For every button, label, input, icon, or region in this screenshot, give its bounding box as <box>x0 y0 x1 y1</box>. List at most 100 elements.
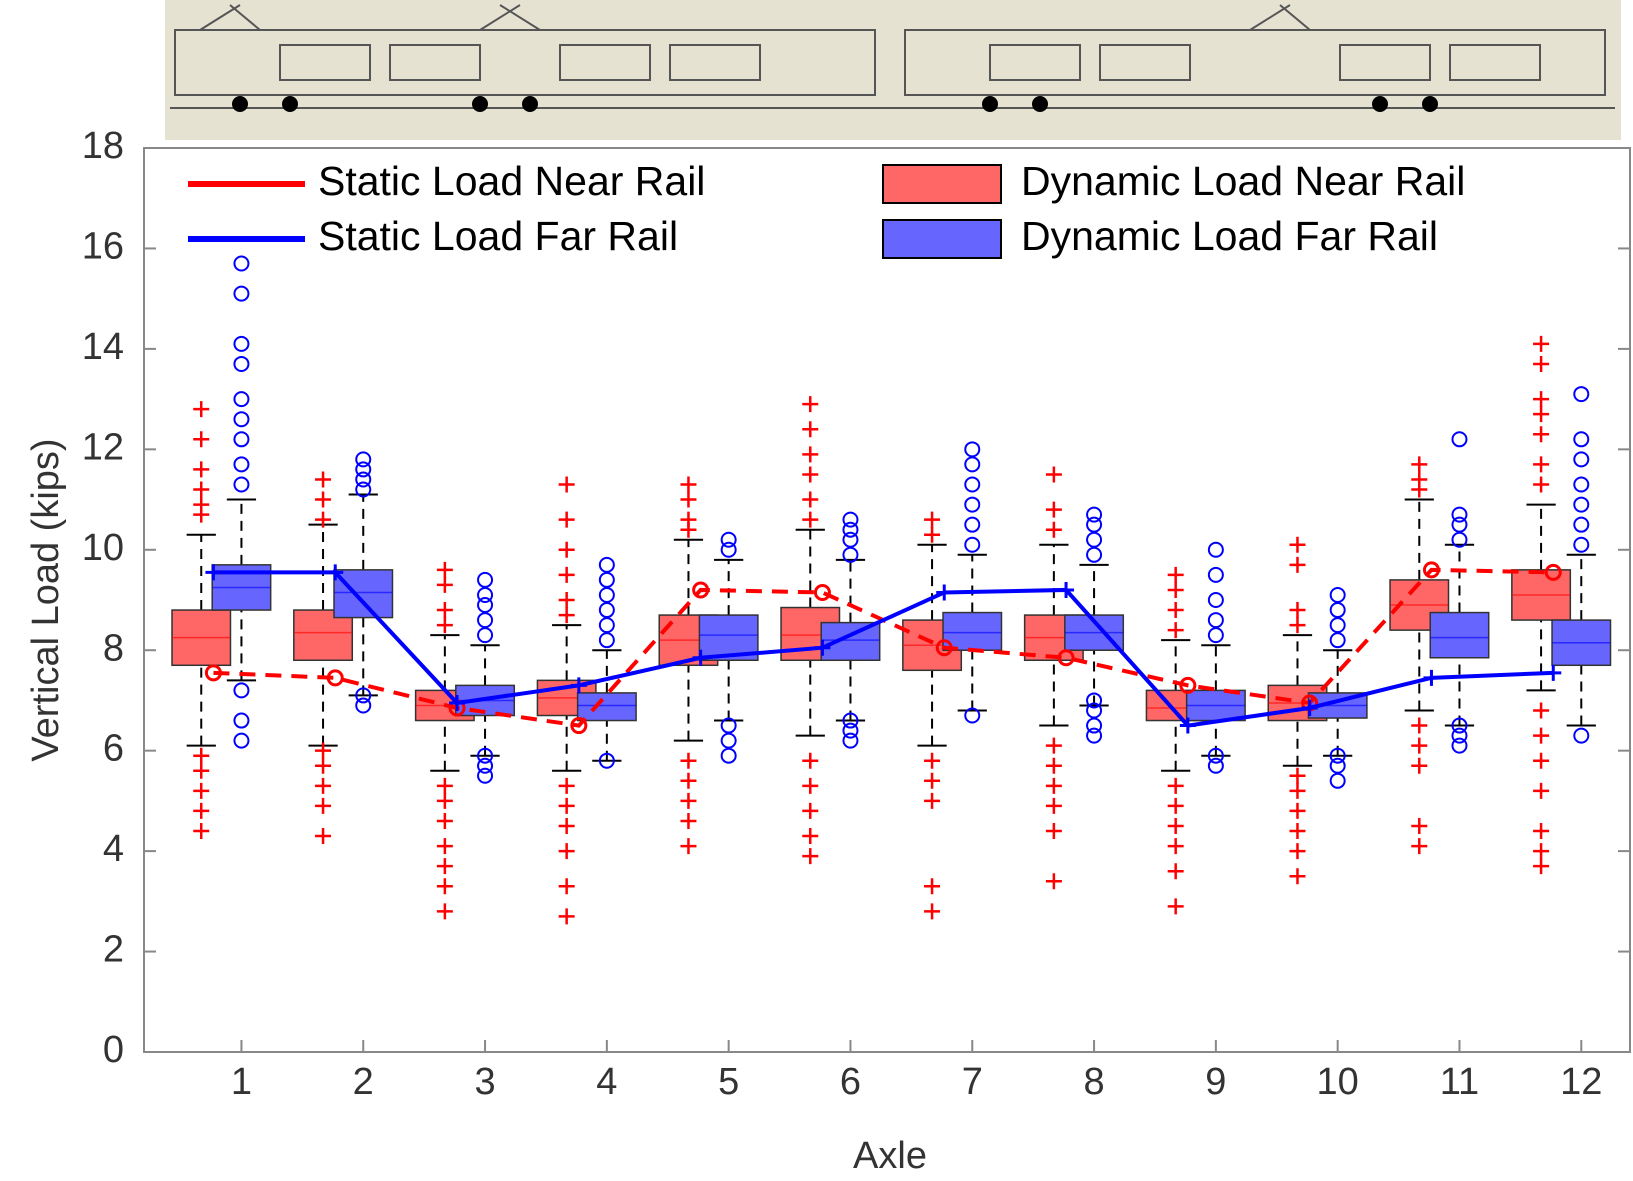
outlier <box>1329 757 1346 774</box>
legend-label: Dynamic Load Near Rail <box>1021 158 1465 204</box>
outlier <box>1207 757 1224 774</box>
static-point <box>1422 561 1440 579</box>
outlier <box>1167 777 1184 794</box>
outlier <box>233 732 250 749</box>
static-point <box>1545 664 1562 681</box>
static-point <box>814 639 831 656</box>
outlier <box>802 396 819 413</box>
static-point <box>1179 676 1197 694</box>
outlier <box>802 848 819 865</box>
outlier <box>720 717 737 734</box>
box <box>942 611 1003 651</box>
outlier <box>315 797 332 814</box>
outlier <box>436 561 453 578</box>
outlier <box>964 456 981 473</box>
y-tick-label: 8 <box>103 627 124 669</box>
outlier <box>842 511 859 528</box>
outlier <box>1167 898 1184 915</box>
outlier <box>1289 617 1306 634</box>
outlier <box>1289 536 1306 553</box>
outlier <box>1086 506 1103 523</box>
outlier <box>1086 702 1103 719</box>
x-tick-label: 7 <box>962 1061 983 1103</box>
outlier <box>193 762 210 779</box>
outlier <box>436 617 453 634</box>
outlier <box>477 757 494 774</box>
outlier <box>802 802 819 819</box>
box <box>333 569 394 619</box>
outlier <box>558 607 575 624</box>
static-point <box>204 664 222 682</box>
outlier <box>1533 782 1550 799</box>
outlier <box>193 747 210 764</box>
outlier <box>477 586 494 603</box>
outlier <box>558 592 575 608</box>
outlier <box>1533 456 1550 473</box>
outlier <box>558 878 575 895</box>
outlier <box>680 752 697 769</box>
outlier <box>1329 772 1346 789</box>
y-tick-label: 12 <box>82 426 124 468</box>
outlier <box>315 828 332 845</box>
outlier <box>680 476 697 493</box>
outlier <box>1045 521 1062 538</box>
outlier <box>720 747 737 764</box>
plot-frame <box>143 147 1631 1053</box>
outlier <box>1411 456 1428 473</box>
outlier <box>436 602 453 619</box>
outlier <box>355 687 372 704</box>
outlier <box>1289 767 1306 784</box>
outlier <box>558 476 575 493</box>
outlier <box>598 556 615 573</box>
outlier <box>964 516 981 533</box>
outlier <box>598 617 615 634</box>
outlier <box>802 752 819 769</box>
outlier <box>315 511 332 528</box>
static-point <box>449 694 466 711</box>
x-tick-label: 2 <box>353 1061 374 1103</box>
outlier <box>436 812 453 829</box>
outlier <box>680 792 697 809</box>
x-tick-label: 6 <box>840 1061 861 1103</box>
outlier <box>1289 843 1306 860</box>
outlier <box>1289 868 1306 885</box>
static-line <box>213 570 1554 728</box>
outlier <box>1045 797 1062 814</box>
outlier <box>558 566 575 583</box>
outlier <box>1167 797 1184 814</box>
y-axis-label: Vertical Load (kips) <box>25 438 67 761</box>
outlier <box>924 792 941 809</box>
outlier <box>1533 858 1550 875</box>
static-point <box>1423 669 1440 686</box>
outlier <box>598 752 615 769</box>
outlier <box>802 446 819 463</box>
outlier <box>1573 386 1590 403</box>
outlier <box>598 571 615 588</box>
static-point <box>1057 649 1075 667</box>
outlier <box>842 712 859 729</box>
outlier <box>802 777 819 794</box>
outlier <box>558 797 575 814</box>
outlier <box>355 697 372 714</box>
outlier <box>558 511 575 528</box>
outlier <box>1207 612 1224 629</box>
outlier <box>924 772 941 789</box>
outlier <box>964 496 981 513</box>
outlier <box>1533 355 1550 372</box>
outlier <box>1207 566 1224 583</box>
outlier <box>558 818 575 834</box>
outlier <box>802 421 819 438</box>
outlier <box>1086 516 1103 533</box>
outlier <box>1045 873 1062 890</box>
outlier <box>233 335 250 352</box>
outlier <box>924 511 941 528</box>
outlier <box>436 576 453 593</box>
outlier <box>1533 727 1550 744</box>
outlier <box>680 838 697 855</box>
outlier <box>598 632 615 649</box>
outlier <box>1451 431 1468 448</box>
outlier <box>964 476 981 493</box>
outlier <box>1045 466 1062 483</box>
outlier <box>1207 592 1224 608</box>
outlier <box>1045 757 1062 774</box>
